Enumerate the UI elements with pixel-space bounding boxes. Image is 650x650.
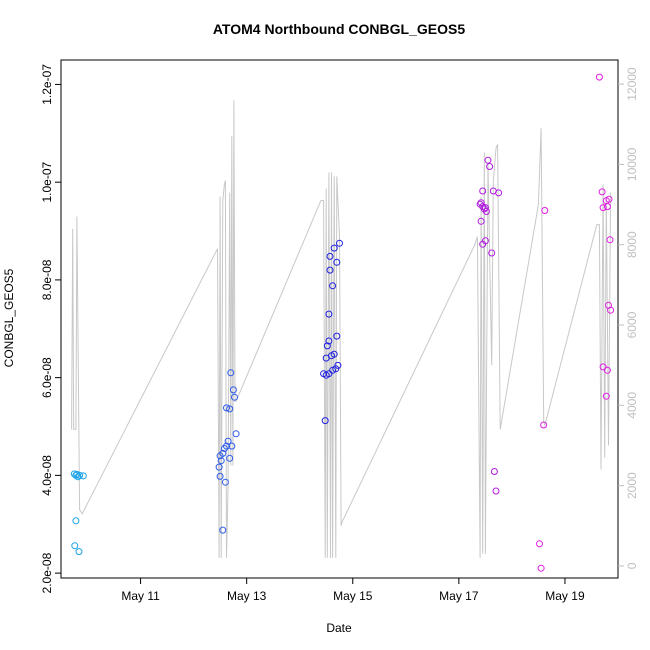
data-point <box>540 421 548 429</box>
data-point <box>334 361 342 369</box>
points-layer <box>70 73 615 572</box>
y-tick-label: 4.0e-08 <box>40 455 54 496</box>
data-point <box>232 430 240 438</box>
y-tick-label: 8.0e-08 <box>40 259 54 300</box>
data-point <box>226 454 234 462</box>
data-point <box>224 437 232 445</box>
x-axis-label: Date <box>326 621 352 635</box>
data-point <box>607 306 615 314</box>
data-point <box>75 548 83 556</box>
y-tick-label: 6.0e-08 <box>40 357 54 398</box>
data-point <box>321 417 329 425</box>
chart-title: ATOM4 Northbound CONBGL_GEOS5 <box>213 21 465 37</box>
y-axis: 2.0e-08 4.0e-08 6.0e-08 8.0e-08 1.0e-07 1.2e-… <box>40 64 61 593</box>
y2-axis: 0 2000 4000 6000 8000 10000 12000 <box>618 67 639 569</box>
y2-tick-label: 6000 <box>625 311 639 338</box>
x-tick-label: May 13 <box>227 589 267 603</box>
data-point <box>537 564 545 572</box>
data-point <box>228 442 236 450</box>
y-axis-label: CONBGL_GEOS5 <box>2 268 16 367</box>
data-point <box>79 472 87 480</box>
data-point <box>536 540 543 548</box>
data-point <box>219 449 227 457</box>
data-point <box>71 542 79 550</box>
data-point <box>227 369 235 377</box>
data-point <box>325 310 333 318</box>
altitude-line-layer <box>71 100 612 558</box>
data-point <box>541 207 549 214</box>
data-point <box>481 204 489 212</box>
data-point <box>333 258 341 266</box>
data-point <box>599 204 607 212</box>
data-point <box>488 249 496 257</box>
data-point <box>482 208 490 215</box>
data-point <box>217 457 225 465</box>
y-tick-label: 1.2e-07 <box>40 64 54 105</box>
data-point <box>481 237 489 245</box>
data-point <box>484 156 492 164</box>
data-point <box>332 365 340 373</box>
data-point <box>486 163 494 170</box>
data-point <box>326 266 334 274</box>
data-point <box>229 386 237 394</box>
data-point <box>74 473 82 481</box>
data-point <box>333 332 341 340</box>
altitude-line <box>71 100 612 558</box>
data-point <box>330 244 338 252</box>
data-point <box>219 526 227 534</box>
data-point <box>603 366 611 374</box>
data-point <box>223 404 230 412</box>
x-tick-label: May 19 <box>545 589 585 603</box>
data-point <box>477 217 485 225</box>
data-point <box>490 468 498 475</box>
data-point <box>595 73 603 81</box>
data-point <box>603 203 611 211</box>
data-point <box>330 350 338 358</box>
data-point <box>495 189 503 197</box>
y2-tick-label: 10000 <box>625 147 639 181</box>
x-tick-label: May 15 <box>333 589 373 603</box>
y2-tick-label: 2000 <box>625 472 639 499</box>
x-tick-label: May 11 <box>121 589 160 603</box>
data-point <box>479 187 487 195</box>
data-point <box>231 393 238 401</box>
data-point <box>477 199 485 207</box>
data-point <box>598 188 606 196</box>
plot-frame <box>60 59 619 579</box>
data-point <box>329 366 337 374</box>
y2-tick-label: 4000 <box>625 392 639 419</box>
y2-tick-label: 12000 <box>625 67 639 101</box>
data-point <box>76 471 84 479</box>
data-point <box>492 487 500 495</box>
y-tick-label: 2.0e-08 <box>40 552 54 593</box>
data-point <box>221 478 229 486</box>
data-point <box>605 195 613 203</box>
data-point <box>329 282 337 290</box>
data-point <box>325 337 333 345</box>
data-point <box>223 442 230 450</box>
y-tick-label: 1.0e-07 <box>40 161 54 202</box>
data-point <box>323 342 331 350</box>
data-point <box>215 463 223 471</box>
data-point <box>336 239 343 247</box>
data-point <box>226 405 234 413</box>
y2-tick-label: 8000 <box>625 231 639 258</box>
data-point <box>599 363 607 371</box>
y2-tick-label: 0 <box>625 562 639 569</box>
data-point <box>606 236 614 244</box>
data-point <box>326 252 334 260</box>
data-point <box>72 517 80 525</box>
data-point <box>602 392 610 400</box>
data-point <box>216 472 224 480</box>
x-axis: May 11 May 13 May 15 May 17 May 19 <box>121 578 585 603</box>
x-tick-label: May 17 <box>439 589 479 603</box>
